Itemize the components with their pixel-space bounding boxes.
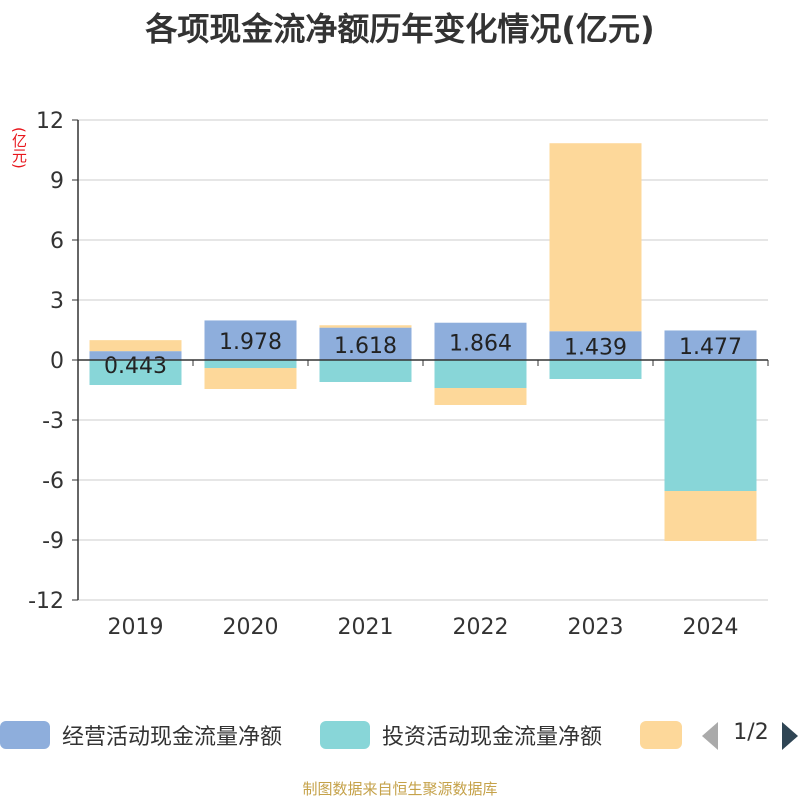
legend-item-investing[interactable]: 投资活动现金流量净额 [320,720,602,750]
legend-swatch-financing [640,721,682,749]
bar-2023-series-1 [549,360,642,379]
bar-2021-series-0 [319,327,412,360]
data-source-note: 制图数据来自恒生聚源数据库 [302,780,498,798]
y-tick-label: -9 [42,529,64,554]
legend-swatch-investing [320,721,370,749]
legend-label-operating: 经营活动现金流量净额 [62,725,283,750]
y-tick-label: 9 [50,169,64,194]
y-tick-label: -3 [42,409,64,434]
legend-next-page-icon[interactable] [782,722,798,750]
bar-2024-series-1 [664,360,757,491]
y-tick-label: 3 [50,289,64,314]
y-tick-label: 6 [50,229,64,254]
bar-data-label: 1.978 [219,330,282,355]
bar-2020-series-2 [204,368,297,389]
bar-2024-series-0 [664,330,757,360]
bar-2021-series-1 [319,360,412,382]
bar-2019-series-1 [89,360,182,385]
bar-2020-series-1 [204,360,297,368]
x-tick-label: 2019 [108,615,164,640]
y-tick-label: 0 [50,349,64,374]
bar-data-label: 1.864 [449,331,512,356]
bar-2020-series-0 [204,320,297,360]
legend-page-indicator: 1/2 [733,720,769,745]
bar-2019-series-0 [89,351,182,360]
bar-data-label: 0.443 [104,354,167,379]
bar-2023-series-2 [549,143,642,332]
bar-data-label: 1.477 [679,335,742,360]
y-tick-label: 12 [36,109,64,134]
legend-swatch-operating [0,721,50,749]
y-tick-label: -6 [42,469,64,494]
x-tick-label: 2020 [223,615,279,640]
legend-item-financing[interactable] [640,720,682,750]
legend-item-operating[interactable]: 经营活动现金流量净额 [0,720,282,750]
chart-title: 各项现金流净额历年变化情况(亿元) [145,10,655,48]
legend-label-investing: 投资活动现金流量净额 [382,725,603,750]
y-tick-label: -12 [28,589,64,614]
y-axis-unit: (亿元) [10,127,28,169]
bar-2022-series-1 [434,360,527,388]
bar-data-label: 1.439 [564,336,627,361]
x-tick-label: 2024 [683,615,739,640]
x-tick-label: 2022 [453,615,509,640]
bar-2022-series-2 [434,388,527,405]
x-tick-label: 2021 [338,615,394,640]
bar-2021-series-2 [319,325,412,328]
bar-2024-series-2 [664,491,757,541]
bar-2019-series-2 [89,340,182,352]
legend-prev-page-icon[interactable] [702,722,718,750]
bar-data-label: 1.618 [334,334,397,359]
bar-2022-series-0 [434,322,527,360]
bar-2023-series-0 [549,331,642,360]
x-tick-label: 2023 [568,615,624,640]
